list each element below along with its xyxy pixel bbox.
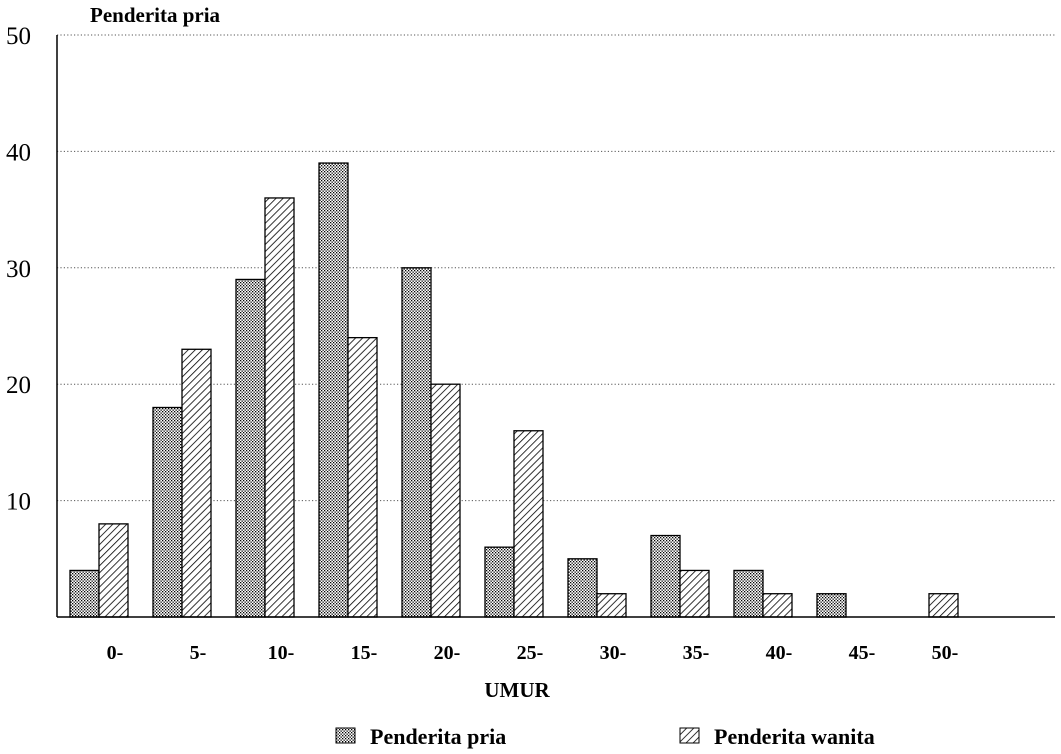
x-tick-label: 50- (932, 642, 959, 664)
bar-wanita-3 (347, 336, 378, 618)
bar-wanita-5 (513, 430, 544, 618)
bar-wanita-10 (928, 593, 959, 618)
bar-wanita-2 (264, 197, 295, 618)
bar-pria-0 (69, 569, 100, 618)
bar-wanita-4 (430, 383, 461, 618)
legend-label-pria: Penderita pria (370, 724, 506, 749)
bar-pria-3 (318, 162, 349, 618)
bar-wanita-6 (596, 593, 627, 618)
x-tick-label: 10- (268, 642, 295, 664)
x-tick-label: 15- (351, 642, 378, 664)
x-axis-ticks: 0- 5- 10- 15- 20- 25- 30- 35- 40- 45- 50- (107, 642, 959, 664)
x-tick-label: 30- (600, 642, 627, 664)
y-tick-label: 30 (6, 256, 31, 283)
legend-item-pria: Penderita pria (335, 724, 506, 749)
bar-wanita-8 (762, 593, 793, 618)
y-tick-label: 10 (6, 489, 31, 516)
legend-swatch-wanita (679, 727, 700, 744)
bar-pria-4 (401, 267, 432, 618)
x-tick-label: 45- (849, 642, 876, 664)
bar-wanita-1 (181, 348, 212, 618)
x-tick-label: 35- (683, 642, 710, 664)
x-axis-title: UMUR (484, 678, 550, 702)
legend-label-wanita: Penderita wanita (714, 724, 875, 749)
legend-item-wanita: Penderita wanita (679, 724, 875, 749)
x-tick-label: 20- (434, 642, 461, 664)
x-tick-label: 5- (190, 642, 207, 664)
bar-wanita-0 (98, 523, 129, 618)
x-tick-label: 40- (766, 642, 793, 664)
chart-title: Penderita pria (90, 3, 221, 27)
bar-pria-8 (733, 569, 764, 618)
x-tick-label: 25- (517, 642, 544, 664)
legend-swatch-pria (335, 727, 356, 744)
bars (69, 162, 959, 618)
bar-pria-1 (152, 406, 183, 618)
bar-pria-9 (816, 593, 847, 618)
bar-wanita-7 (679, 569, 710, 618)
bar-pria-2 (235, 278, 266, 618)
x-tick-label: 0- (107, 642, 124, 664)
bar-pria-6 (567, 558, 598, 618)
y-tick-label: 50 (6, 23, 31, 50)
y-tick-label: 20 (6, 372, 31, 399)
bar-pria-5 (484, 546, 515, 618)
legend: Penderita pria Penderita wanita (335, 724, 875, 749)
y-axis-ticks: 10 20 30 40 50 (6, 23, 31, 516)
bar-pria-7 (650, 534, 681, 618)
y-tick-label: 40 (6, 139, 31, 166)
